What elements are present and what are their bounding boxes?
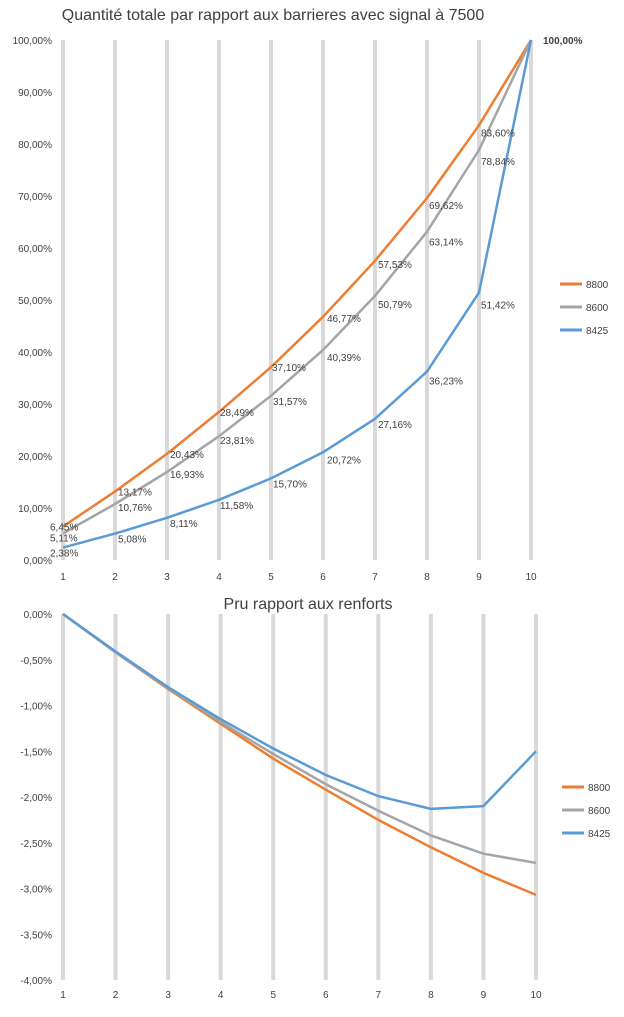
legend-label: 8425 bbox=[586, 326, 609, 337]
legend-label: 8425 bbox=[588, 829, 611, 840]
y-tick-label: 20,00% bbox=[18, 452, 52, 463]
series-line-8600 bbox=[62, 39, 533, 535]
data-label: 100,00% bbox=[543, 36, 583, 47]
x-tick-label: 6 bbox=[323, 990, 329, 1001]
data-label: 13,17% bbox=[118, 488, 152, 499]
x-tick-label: 10 bbox=[530, 990, 542, 1001]
data-label: 69,62% bbox=[429, 201, 463, 212]
x-tick-label: 7 bbox=[372, 572, 378, 583]
y-tick-label: 0,00% bbox=[24, 556, 52, 567]
data-label: 2,38% bbox=[50, 549, 78, 560]
data-label: 11,58% bbox=[220, 501, 253, 512]
series-line-8800 bbox=[62, 39, 533, 528]
y-tick-label: 60,00% bbox=[18, 244, 52, 255]
data-label: 57,53% bbox=[378, 260, 412, 271]
legend-label: 8600 bbox=[586, 303, 609, 314]
data-label: 63,14% bbox=[429, 238, 463, 249]
data-label: 20,72% bbox=[327, 455, 361, 466]
x-tick-label: 8 bbox=[424, 572, 430, 583]
data-label: 15,70% bbox=[273, 479, 307, 490]
data-label: 16,93% bbox=[170, 470, 204, 481]
y-tick-label: 80,00% bbox=[18, 140, 52, 151]
y-tick-label: 70,00% bbox=[18, 192, 52, 203]
y-tick-label: -2,00% bbox=[20, 793, 52, 804]
x-tick-label: 3 bbox=[165, 990, 171, 1001]
y-tick-label: -1,00% bbox=[20, 702, 52, 713]
data-label: 5,11% bbox=[50, 533, 78, 544]
y-tick-label: -0,50% bbox=[20, 656, 52, 667]
legend-label: 8800 bbox=[588, 783, 611, 794]
data-label: 10,76% bbox=[118, 503, 152, 514]
y-tick-label: 10,00% bbox=[18, 504, 52, 515]
data-label: 8,11% bbox=[170, 519, 198, 530]
y-tick-label: -1,50% bbox=[20, 747, 52, 758]
x-tick-label: 4 bbox=[216, 572, 222, 583]
data-label: 6,45% bbox=[50, 522, 78, 533]
data-label: 31,57% bbox=[273, 397, 307, 408]
series-line-8425 bbox=[62, 39, 533, 549]
data-label: 28,49% bbox=[220, 408, 254, 419]
data-label: 36,23% bbox=[429, 377, 463, 388]
x-tick-label: 1 bbox=[60, 572, 66, 583]
x-tick-label: 1 bbox=[60, 990, 66, 1001]
x-tick-label: 3 bbox=[164, 572, 170, 583]
data-label: 5,08% bbox=[118, 535, 146, 546]
y-tick-label: 40,00% bbox=[18, 348, 52, 359]
data-label: 83,60% bbox=[481, 128, 515, 139]
legend-label: 8600 bbox=[588, 806, 611, 817]
x-tick-label: 2 bbox=[113, 990, 119, 1001]
data-label: 40,39% bbox=[327, 353, 361, 364]
data-label: 37,10% bbox=[272, 363, 306, 374]
data-label: 23,81% bbox=[220, 436, 254, 447]
y-tick-label: -4,00% bbox=[20, 976, 52, 987]
legend-label: 8800 bbox=[586, 280, 609, 291]
x-tick-label: 2 bbox=[112, 572, 118, 583]
chart-title: Pru rapport aux renforts bbox=[224, 596, 393, 613]
y-tick-label: 0,00% bbox=[24, 610, 52, 621]
y-tick-label: -2,50% bbox=[20, 839, 52, 850]
data-label: 46,77% bbox=[327, 314, 361, 325]
y-tick-label: -3,00% bbox=[20, 885, 52, 896]
x-tick-label: 8 bbox=[428, 990, 434, 1001]
x-tick-label: 5 bbox=[270, 990, 276, 1001]
x-tick-label: 4 bbox=[218, 990, 224, 1001]
data-label: 78,84% bbox=[481, 157, 515, 168]
x-tick-label: 9 bbox=[481, 990, 487, 1001]
x-tick-label: 9 bbox=[476, 572, 482, 583]
data-label: 20,43% bbox=[170, 450, 204, 461]
y-tick-label: 30,00% bbox=[18, 400, 52, 411]
x-tick-label: 5 bbox=[268, 572, 274, 583]
y-tick-label: 50,00% bbox=[18, 296, 52, 307]
y-tick-label: -3,50% bbox=[20, 930, 52, 941]
data-label: 27,16% bbox=[378, 420, 412, 431]
data-label: 51,42% bbox=[481, 301, 515, 312]
series-line-8600 bbox=[62, 612, 537, 865]
series-line-8800 bbox=[62, 612, 537, 897]
series-line-8425 bbox=[62, 612, 537, 811]
data-label: 50,79% bbox=[378, 300, 412, 311]
chart-1: Quantité totale par rapport aux barriere… bbox=[13, 7, 609, 583]
chart-2: Pru rapport aux renforts 0,00% -0,50% -1,00… bbox=[20, 596, 610, 1001]
y-tick-label: 90,00% bbox=[18, 88, 52, 99]
chart-title: Quantité totale par rapport aux barriere… bbox=[62, 7, 485, 24]
x-tick-label: 10 bbox=[525, 572, 537, 583]
y-tick-label: 100,00% bbox=[13, 36, 53, 47]
x-tick-label: 6 bbox=[320, 572, 326, 583]
x-tick-label: 7 bbox=[376, 990, 382, 1001]
